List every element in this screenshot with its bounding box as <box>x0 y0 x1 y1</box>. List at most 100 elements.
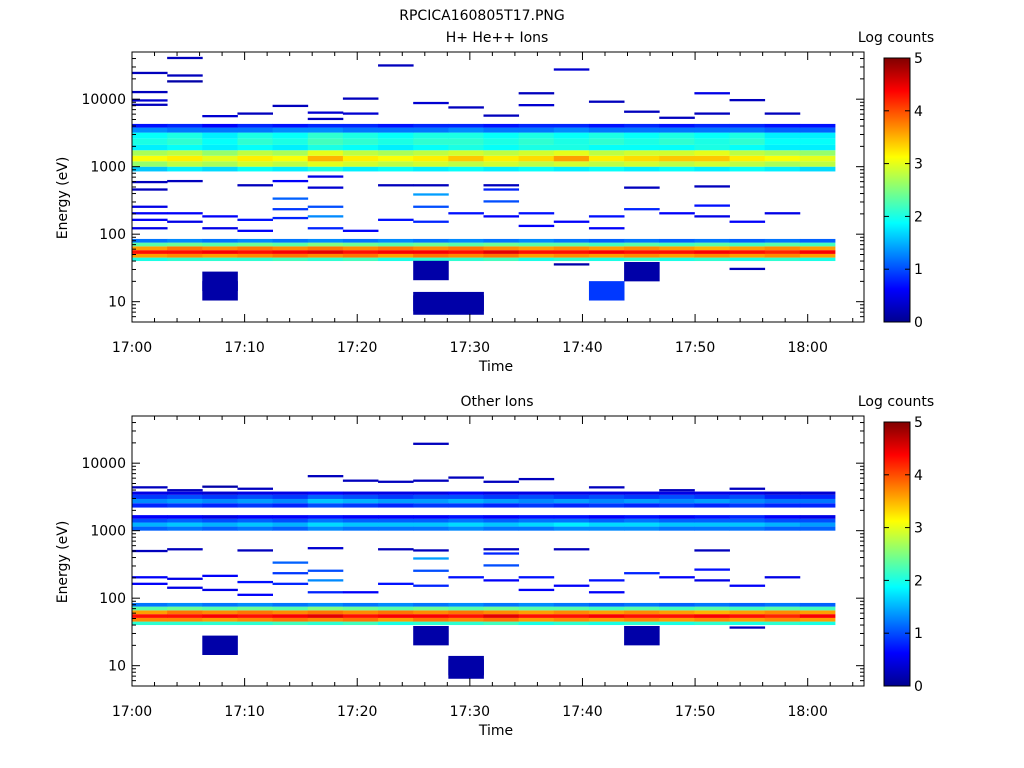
spectrogram-cell <box>799 602 836 607</box>
spectrogram-cell <box>483 614 520 618</box>
spectrogram-cell <box>553 257 590 262</box>
spectrogram-cell <box>694 242 730 247</box>
spectrogram-cell <box>237 138 273 145</box>
spectrogram-cell <box>518 522 555 527</box>
spectrogram-cell <box>307 610 344 615</box>
spectrogram-cell <box>237 610 273 615</box>
spectrogram-cell <box>553 68 590 71</box>
spectrogram-cell <box>167 155 203 162</box>
spectrogram-cell <box>659 606 695 611</box>
spectrogram-cell <box>799 242 836 247</box>
spectrogram-cell <box>132 166 168 172</box>
spectrogram-cell <box>448 127 484 133</box>
spectrogram-cell <box>518 104 555 107</box>
spectrogram-cell <box>624 238 660 243</box>
spectrogram-cell <box>764 242 801 247</box>
spectrogram-cell <box>483 127 520 133</box>
spectrogram-cell <box>624 610 660 615</box>
spectrogram-cell <box>413 295 449 315</box>
spectrogram-cell <box>413 503 449 508</box>
spectrogram-cell <box>764 610 801 615</box>
spectrogram-cell <box>307 515 344 519</box>
spectrogram-cell <box>659 602 695 607</box>
spectrogram-cell <box>588 215 625 218</box>
spectrogram-cell <box>413 220 449 223</box>
spectrogram-cell <box>448 155 484 162</box>
spectrogram-cell <box>413 260 449 281</box>
spectrogram-cell <box>553 614 590 618</box>
spectrogram-cell <box>483 150 520 156</box>
spectrogram-cell <box>659 127 695 133</box>
spectrogram-cell <box>132 250 168 254</box>
spectrogram-cell <box>659 212 695 215</box>
spectrogram-cell <box>518 127 555 133</box>
spectrogram-cell <box>518 494 555 499</box>
spectrogram-cell <box>237 621 273 626</box>
spectrogram-cell <box>272 257 309 262</box>
spectrogram-cell <box>307 503 344 508</box>
spectrogram-cell <box>799 498 836 504</box>
spectrogram-cell <box>518 515 555 519</box>
spectrogram-cell <box>378 184 414 187</box>
spectrogram-cell <box>237 606 273 611</box>
spectrogram-cell <box>729 617 766 622</box>
spectrogram-cell <box>132 238 168 243</box>
colorbar-tick-label: 1 <box>914 626 923 642</box>
spectrogram-cell <box>448 132 484 139</box>
spectrogram-cell <box>378 161 414 167</box>
x-tick-label: 17:00 <box>112 704 152 720</box>
spectrogram-cell <box>729 150 766 156</box>
spectrogram-cell <box>237 242 273 247</box>
spectrogram-cell <box>413 132 449 139</box>
spectrogram-cell <box>202 614 238 618</box>
spectrogram-cell <box>342 155 379 162</box>
spectrogram-cell <box>448 250 484 254</box>
spectrogram-cell <box>553 253 590 258</box>
y-tick-label: 100 <box>99 227 126 243</box>
spectrogram-cell <box>694 579 730 582</box>
spectrogram-cell <box>378 526 414 531</box>
spectrogram-cell <box>378 518 414 523</box>
spectrogram-cell <box>483 184 520 187</box>
spectrogram-cell <box>167 257 203 262</box>
spectrogram-cell <box>694 498 730 504</box>
spectrogram-cell <box>483 498 520 504</box>
spectrogram-cell <box>272 498 309 504</box>
spectrogram-cell <box>518 257 555 262</box>
spectrogram-cell <box>307 602 344 607</box>
spectrogram-cell <box>132 610 168 615</box>
spectrogram-cell <box>202 250 238 254</box>
spectrogram-cell <box>272 572 309 575</box>
spectrogram-cell <box>553 144 590 151</box>
spectrogram-cell <box>167 246 203 251</box>
spectrogram-cell <box>272 617 309 622</box>
spectrogram-cell <box>483 522 520 527</box>
spectrogram-cell <box>448 617 484 622</box>
colorbar-tick-label: 5 <box>914 51 923 67</box>
spectrogram-cell <box>237 253 273 258</box>
spectrogram-cell <box>588 518 625 523</box>
spectrogram-cell <box>553 526 590 531</box>
spectrogram-cell <box>342 522 379 527</box>
spectrogram-cell <box>799 614 836 618</box>
spectrogram-cell <box>518 166 555 172</box>
spectrogram-cell <box>553 617 590 622</box>
spectrogram-cell <box>378 617 414 622</box>
colorbar-gradient <box>883 57 911 323</box>
spectrogram-cell <box>413 549 449 552</box>
spectrogram-cell <box>307 242 344 247</box>
spectrogram-cell <box>167 127 203 133</box>
spectrogram-cell <box>378 621 414 626</box>
spectrogram-cell <box>167 123 203 128</box>
spectrogram-cell <box>378 582 414 585</box>
spectrogram-cell <box>588 621 625 626</box>
spectrogram-cell <box>483 161 520 167</box>
spectrogram-cell <box>799 257 836 262</box>
spectrogram-cell <box>518 238 555 243</box>
spectrogram-cell <box>799 606 836 611</box>
spectrogram-cell <box>483 246 520 251</box>
spectrogram-cell <box>132 227 168 230</box>
spectrogram-cell <box>729 161 766 167</box>
spectrogram-cell <box>483 617 520 622</box>
spectrogram-cell <box>307 498 344 504</box>
